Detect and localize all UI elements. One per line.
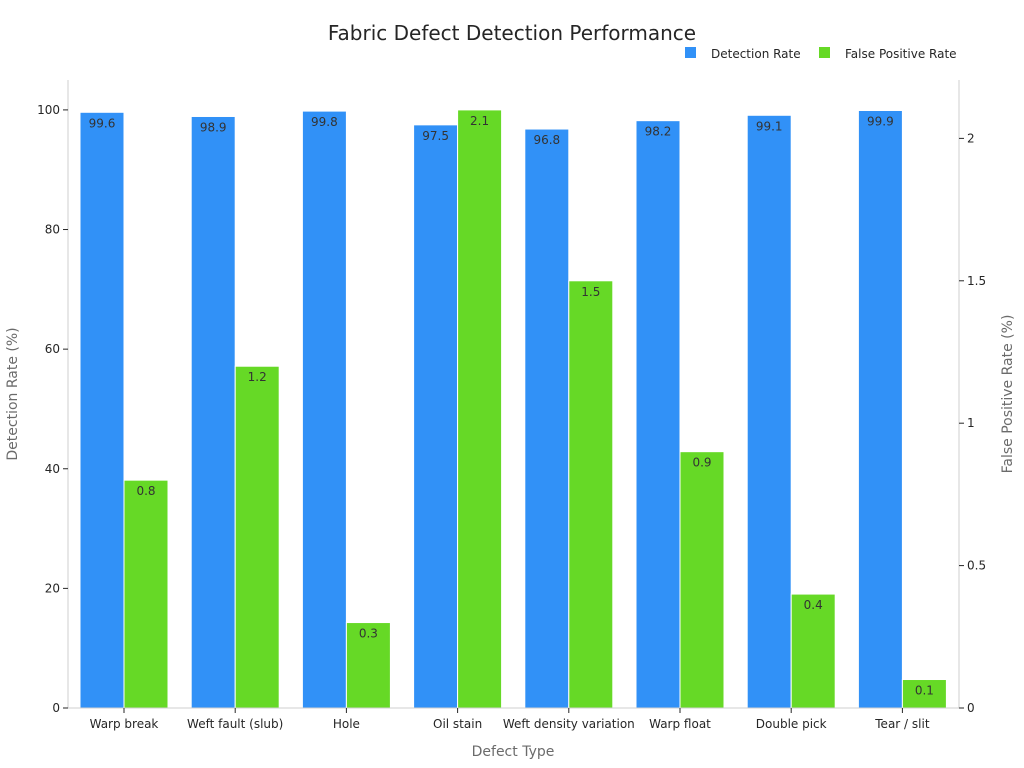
data-label-detection-rate-2: 99.8	[311, 115, 338, 129]
data-label-false-positive-rate-3: 2.1	[470, 114, 489, 128]
y2-tick-label-2: 1	[967, 416, 975, 430]
data-label-false-positive-rate-6: 0.4	[804, 598, 823, 612]
x-tick-label-5: Warp float	[649, 717, 711, 731]
data-label-false-positive-rate-7: 0.1	[915, 684, 934, 698]
bars	[79, 109, 947, 709]
data-label-false-positive-rate-1: 1.2	[248, 370, 267, 384]
bar-labels: 99.6 0.8 98.9 1.2 99.8 0.3 97.5 2.1 96.8 1.5 98.2 0…	[89, 114, 934, 698]
x-tick-label-3: Oil stain	[433, 717, 482, 731]
bar-detection-rate-0	[79, 111, 125, 709]
bar-false-positive-rate-6	[790, 593, 836, 709]
bar-detection-rate-2	[301, 110, 347, 709]
data-label-detection-rate-3: 97.5	[422, 129, 449, 143]
y-tick-label-1: 20	[45, 581, 60, 595]
x-tick-label-7: Tear / slit	[874, 717, 930, 731]
data-label-false-positive-rate-4: 1.5	[581, 285, 600, 299]
y-axis-right-label: False Positive Rate (%)	[1000, 315, 1016, 474]
bar-false-positive-rate-0	[123, 479, 169, 709]
data-label-detection-rate-5: 98.2	[645, 125, 672, 139]
y-tick-label-4: 80	[45, 223, 60, 237]
x-tick-label-0: Warp break	[90, 717, 159, 731]
data-label-false-positive-rate-2: 0.3	[359, 627, 378, 641]
legend-label-false-positive-rate: False Positive Rate	[845, 47, 957, 61]
legend: Detection Rate False Positive Rate	[685, 47, 957, 61]
bar-false-positive-rate-2	[345, 622, 391, 709]
y-tick-label-5: 100	[37, 103, 60, 117]
data-label-false-positive-rate-5: 0.9	[692, 456, 711, 470]
y-axis-left-label: Detection Rate (%)	[5, 327, 21, 460]
x-tick-label-4: Weft density variation	[503, 717, 635, 731]
data-label-detection-rate-1: 98.9	[200, 120, 227, 134]
legend-swatch-detection-rate	[685, 47, 696, 58]
x-axis-ticks: Warp break Weft fault (slub) Hole Oil stain…	[90, 708, 930, 731]
bar-detection-rate-6	[746, 114, 792, 709]
x-axis-label: Defect Type	[472, 744, 555, 760]
bar-detection-rate-5	[635, 120, 681, 709]
chart-title: Fabric Defect Detection Performance	[328, 21, 696, 45]
data-label-detection-rate-4: 96.8	[533, 133, 560, 147]
data-label-detection-rate-6: 99.1	[756, 119, 783, 133]
bar-detection-rate-4	[524, 128, 570, 709]
y-tick-label-2: 40	[45, 462, 60, 476]
data-label-detection-rate-7: 99.9	[867, 115, 894, 129]
bar-detection-rate-3	[413, 124, 459, 709]
y2-tick-label-4: 2	[967, 131, 975, 145]
y2-tick-label-3: 1.5	[967, 274, 986, 288]
y2-tick-label-1: 0.5	[967, 559, 986, 573]
bar-false-positive-rate-1	[234, 365, 280, 709]
y-tick-label-0: 0	[52, 701, 60, 715]
legend-label-detection-rate: Detection Rate	[711, 47, 801, 61]
legend-swatch-false-positive-rate	[819, 47, 830, 58]
bar-false-positive-rate-3	[457, 109, 503, 709]
x-tick-label-1: Weft fault (slub)	[187, 717, 283, 731]
y2-tick-label-0: 0	[967, 701, 975, 715]
bar-false-positive-rate-4	[568, 280, 614, 709]
y-axis-left-ticks: 0 20 40 60 80 100	[37, 103, 68, 715]
bar-detection-rate-7	[857, 110, 903, 709]
data-label-false-positive-rate-0: 0.8	[136, 484, 155, 498]
bar-detection-rate-1	[190, 115, 236, 709]
y-axis-right-ticks: 0 0.5 1 1.5 2	[959, 131, 986, 715]
y-tick-label-3: 60	[45, 342, 60, 356]
data-label-detection-rate-0: 99.6	[89, 116, 116, 130]
x-tick-label-6: Double pick	[756, 717, 827, 731]
x-tick-label-2: Hole	[333, 717, 360, 731]
bar-false-positive-rate-5	[679, 451, 725, 709]
